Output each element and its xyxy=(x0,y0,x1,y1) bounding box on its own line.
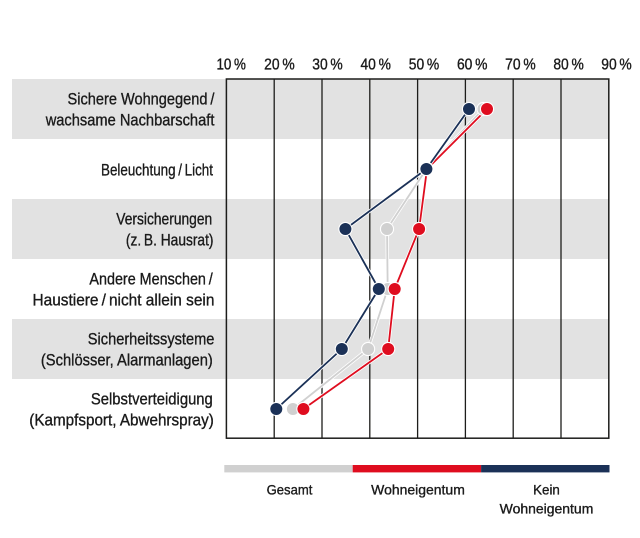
svg-text:(Kampfsport, Abwehrspray): (Kampfsport, Abwehrspray) xyxy=(29,410,214,429)
svg-text:50 %: 50 % xyxy=(409,57,440,74)
svg-text:80 %: 80 % xyxy=(553,57,584,74)
svg-text:Gesamt: Gesamt xyxy=(267,481,313,497)
svg-text:Beleuchtung / Licht: Beleuchtung / Licht xyxy=(101,160,213,179)
svg-text:Haustiere / nicht allein sein: Haustiere / nicht allein sein xyxy=(33,290,215,309)
svg-text:20 %: 20 % xyxy=(264,57,295,74)
svg-text:(z. B. Hausrat): (z. B. Hausrat) xyxy=(126,230,214,249)
svg-text:70 %: 70 % xyxy=(505,57,536,74)
svg-text:Andere Menschen /: Andere Menschen / xyxy=(89,269,213,288)
svg-text:Wohneigentum: Wohneigentum xyxy=(371,481,465,497)
svg-text:30 %: 30 % xyxy=(312,57,343,74)
svg-text:Sicherheitssysteme: Sicherheitssysteme xyxy=(88,329,215,348)
svg-text:10 %: 10 % xyxy=(216,57,246,74)
svg-text:Sichere Wohngegend /: Sichere Wohngegend / xyxy=(68,89,215,108)
svg-text:90 %: 90 % xyxy=(601,57,632,74)
svg-text:Selbstverteidigung: Selbstverteidigung xyxy=(91,389,213,408)
svg-text:Versicherungen: Versicherungen xyxy=(116,209,212,228)
svg-text:(Schlösser, Alarmanlagen): (Schlösser, Alarmanlagen) xyxy=(41,350,213,369)
svg-text:60 %: 60 % xyxy=(457,57,488,74)
svg-text:40 %: 40 % xyxy=(360,57,391,74)
svg-text:Wohneigentum: Wohneigentum xyxy=(500,500,594,516)
svg-text:wachsame Nachbarschaft: wachsame Nachbarschaft xyxy=(45,110,215,129)
svg-text:Kein: Kein xyxy=(533,481,560,497)
